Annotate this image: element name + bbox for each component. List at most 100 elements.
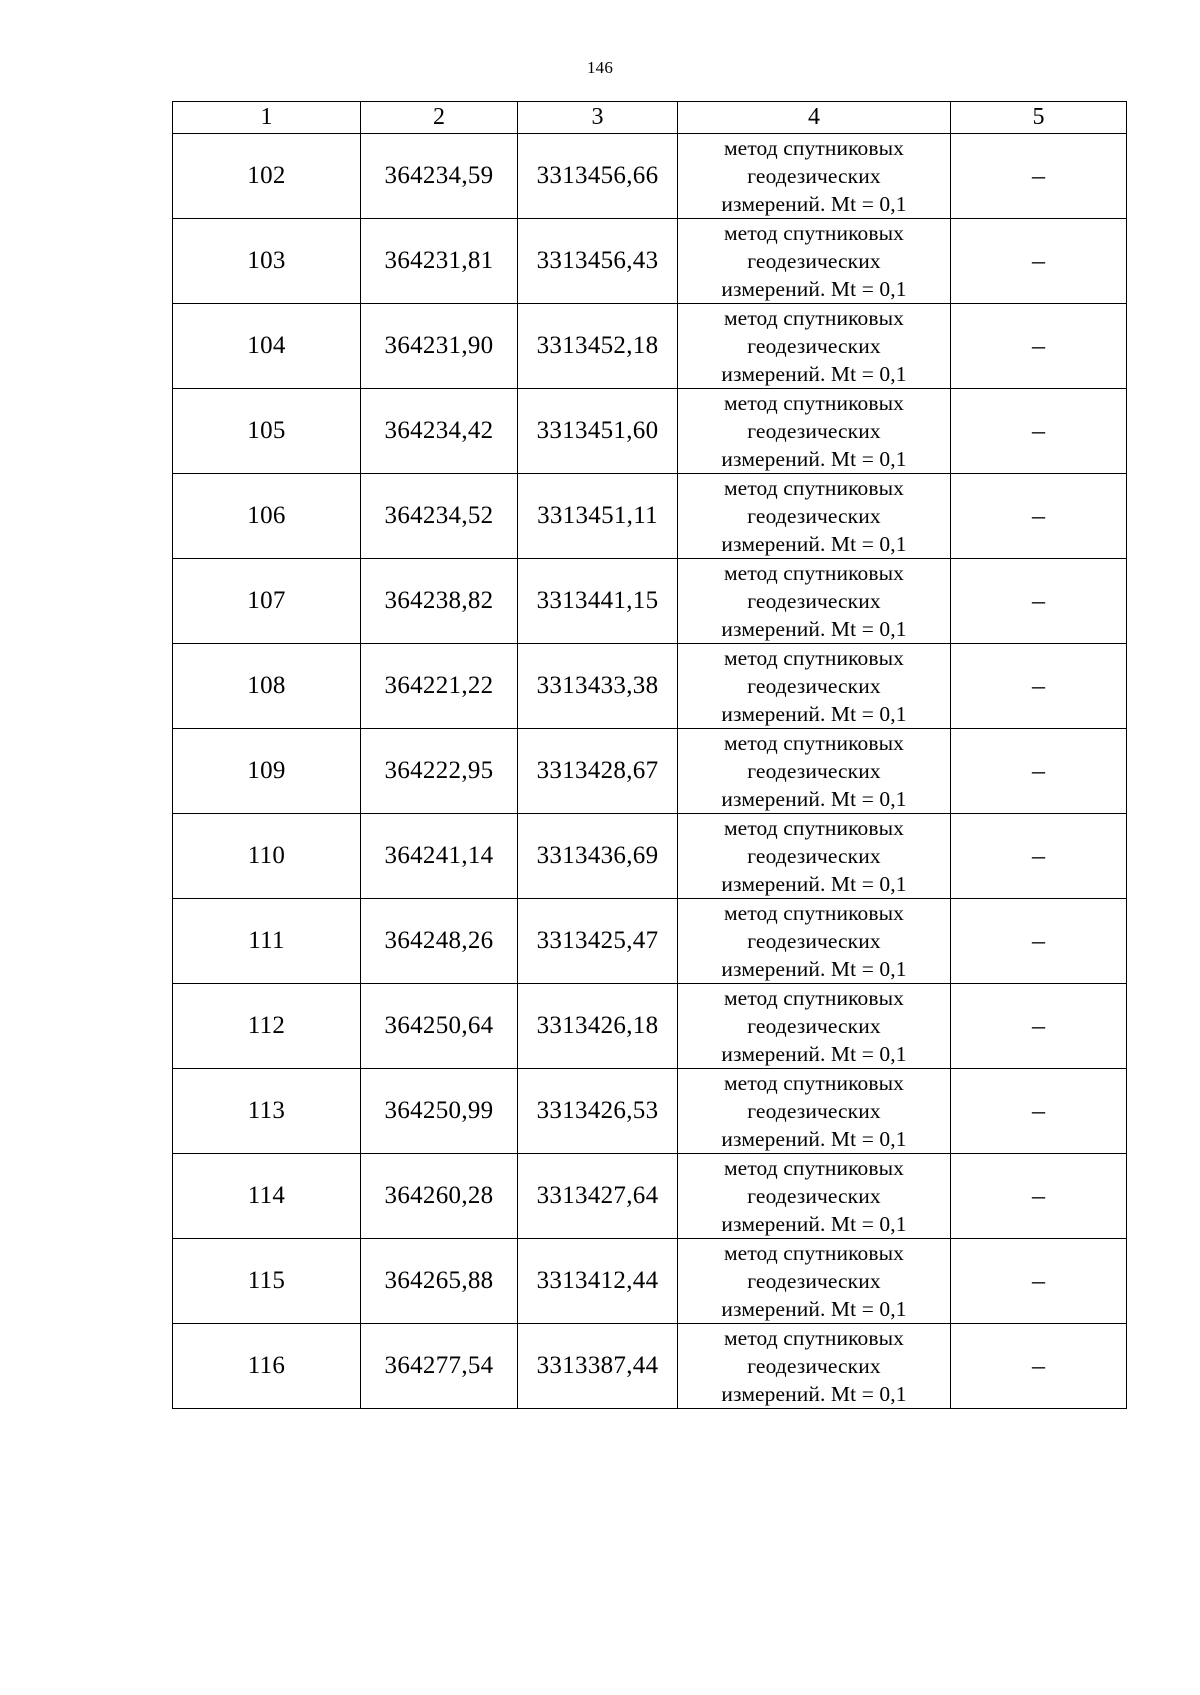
cell-point-number: 106 bbox=[172, 473, 361, 559]
method-line: метод спутниковых bbox=[723, 1071, 905, 1095]
cell-coordinate-x: 364234,52 bbox=[360, 473, 518, 559]
method-line: измерений. Mt = 0,1 bbox=[721, 872, 907, 896]
method-line: геодезических bbox=[747, 1184, 881, 1208]
coordinate-table: 1 2 3 4 5 102 364234,59 3313456,66 метод сп… bbox=[172, 101, 1127, 1409]
cell-coordinate-x: 364241,14 bbox=[360, 813, 518, 899]
cell-note: – bbox=[950, 983, 1127, 1069]
cell-measurement-method: метод спутниковых геодезических измерений.… bbox=[677, 1068, 951, 1154]
cell-note: – bbox=[950, 388, 1127, 474]
method-line: метод спутниковых bbox=[723, 816, 905, 840]
cell-coordinate-y: 3313451,60 bbox=[517, 388, 678, 474]
cell-note: – bbox=[950, 728, 1127, 814]
method-line: метод спутниковых bbox=[723, 306, 905, 330]
cell-coordinate-x: 364221,22 bbox=[360, 643, 518, 729]
method-line: метод спутниковых bbox=[723, 731, 905, 755]
cell-measurement-method: метод спутниковых геодезических измерений.… bbox=[677, 303, 951, 389]
cell-measurement-method: метод спутниковых геодезических измерений.… bbox=[677, 473, 951, 559]
method-line: метод спутниковых bbox=[723, 1241, 905, 1265]
cell-coordinate-y: 3313387,44 bbox=[517, 1323, 678, 1409]
table-row: 112 364250,64 3313426,18 метод спутниковых г… bbox=[172, 983, 1127, 1069]
cell-coordinate-y: 3313441,15 bbox=[517, 558, 678, 644]
cell-measurement-method: метод спутниковых геодезических измерений.… bbox=[677, 388, 951, 474]
cell-point-number: 113 bbox=[172, 1068, 361, 1154]
cell-coordinate-x: 364260,28 bbox=[360, 1153, 518, 1239]
method-line: метод спутниковых bbox=[723, 476, 905, 500]
method-line: измерений. Mt = 0,1 bbox=[721, 532, 907, 556]
cell-coordinate-x: 364265,88 bbox=[360, 1238, 518, 1324]
cell-measurement-method: метод спутниковых геодезических измерений.… bbox=[677, 1323, 951, 1409]
cell-note: – bbox=[950, 898, 1127, 984]
cell-point-number: 109 bbox=[172, 728, 361, 814]
cell-note: – bbox=[950, 558, 1127, 644]
table-row: 116 364277,54 3313387,44 метод спутниковых г… bbox=[172, 1323, 1127, 1409]
cell-coordinate-x: 364277,54 bbox=[360, 1323, 518, 1409]
column-header-3: 3 bbox=[517, 101, 678, 134]
method-line: геодезических bbox=[747, 164, 881, 188]
cell-coordinate-x: 364248,26 bbox=[360, 898, 518, 984]
method-line: измерений. Mt = 0,1 bbox=[721, 1127, 907, 1151]
method-line: геодезических bbox=[747, 929, 881, 953]
cell-point-number: 112 bbox=[172, 983, 361, 1069]
cell-point-number: 110 bbox=[172, 813, 361, 899]
cell-point-number: 116 bbox=[172, 1323, 361, 1409]
method-line: метод спутниковых bbox=[723, 901, 905, 925]
cell-note: – bbox=[950, 133, 1127, 219]
table-body: 102 364234,59 3313456,66 метод спутниковых г… bbox=[172, 133, 1127, 1409]
cell-point-number: 103 bbox=[172, 218, 361, 304]
method-line: измерений. Mt = 0,1 bbox=[721, 957, 907, 981]
method-line: измерений. Mt = 0,1 bbox=[721, 192, 907, 216]
table-header: 1 2 3 4 5 bbox=[172, 101, 1127, 134]
table-row: 106 364234,52 3313451,11 метод спутниковых г… bbox=[172, 473, 1127, 559]
method-line: метод спутниковых bbox=[723, 646, 905, 670]
method-line: измерений. Mt = 0,1 bbox=[721, 1042, 907, 1066]
cell-point-number: 108 bbox=[172, 643, 361, 729]
method-line: геодезических bbox=[747, 504, 881, 528]
cell-coordinate-y: 3313436,69 bbox=[517, 813, 678, 899]
cell-coordinate-y: 3313451,11 bbox=[517, 473, 678, 559]
method-line: геодезических bbox=[747, 1354, 881, 1378]
method-line: измерений. Mt = 0,1 bbox=[721, 277, 907, 301]
method-line: метод спутниковых bbox=[723, 986, 905, 1010]
cell-coordinate-y: 3313433,38 bbox=[517, 643, 678, 729]
cell-measurement-method: метод спутниковых геодезических измерений.… bbox=[677, 133, 951, 219]
cell-coordinate-y: 3313452,18 bbox=[517, 303, 678, 389]
cell-coordinate-x: 364231,81 bbox=[360, 218, 518, 304]
table-row: 109 364222,95 3313428,67 метод спутниковых г… bbox=[172, 728, 1127, 814]
cell-note: – bbox=[950, 1153, 1127, 1239]
cell-measurement-method: метод спутниковых геодезических измерений.… bbox=[677, 1153, 951, 1239]
method-line: геодезических bbox=[747, 844, 881, 868]
method-line: метод спутниковых bbox=[723, 136, 905, 160]
cell-coordinate-y: 3313426,53 bbox=[517, 1068, 678, 1154]
cell-measurement-method: метод спутниковых геодезических измерений.… bbox=[677, 218, 951, 304]
method-line: измерений. Mt = 0,1 bbox=[721, 1297, 907, 1321]
method-line: метод спутниковых bbox=[723, 1326, 905, 1350]
cell-measurement-method: метод спутниковых геодезических измерений.… bbox=[677, 813, 951, 899]
cell-coordinate-x: 364234,59 bbox=[360, 133, 518, 219]
cell-coordinate-x: 364231,90 bbox=[360, 303, 518, 389]
cell-point-number: 115 bbox=[172, 1238, 361, 1324]
cell-measurement-method: метод спутниковых геодезических измерений.… bbox=[677, 898, 951, 984]
cell-coordinate-y: 3313412,44 bbox=[517, 1238, 678, 1324]
table-row: 105 364234,42 3313451,60 метод спутниковых г… bbox=[172, 388, 1127, 474]
cell-point-number: 102 bbox=[172, 133, 361, 219]
cell-measurement-method: метод спутниковых геодезических измерений.… bbox=[677, 643, 951, 729]
cell-coordinate-x: 364222,95 bbox=[360, 728, 518, 814]
method-line: метод спутниковых bbox=[723, 561, 905, 585]
method-line: геодезических bbox=[747, 249, 881, 273]
method-line: геодезических bbox=[747, 1099, 881, 1123]
method-line: геодезических bbox=[747, 1269, 881, 1293]
column-header-4: 4 bbox=[677, 101, 951, 134]
table-row: 111 364248,26 3313425,47 метод спутниковых г… bbox=[172, 898, 1127, 984]
cell-coordinate-x: 364250,64 bbox=[360, 983, 518, 1069]
method-line: измерений. Mt = 0,1 bbox=[721, 787, 907, 811]
method-line: геодезических bbox=[747, 589, 881, 613]
cell-measurement-method: метод спутниковых геодезических измерений.… bbox=[677, 558, 951, 644]
cell-point-number: 105 bbox=[172, 388, 361, 474]
method-line: измерений. Mt = 0,1 bbox=[721, 362, 907, 386]
cell-measurement-method: метод спутниковых геодезических измерений.… bbox=[677, 728, 951, 814]
page-number: 146 bbox=[586, 58, 614, 77]
column-header-5: 5 bbox=[950, 101, 1127, 134]
table-row: 115 364265,88 3313412,44 метод спутниковых г… bbox=[172, 1238, 1127, 1324]
method-line: геодезических bbox=[747, 759, 881, 783]
cell-coordinate-y: 3313427,64 bbox=[517, 1153, 678, 1239]
